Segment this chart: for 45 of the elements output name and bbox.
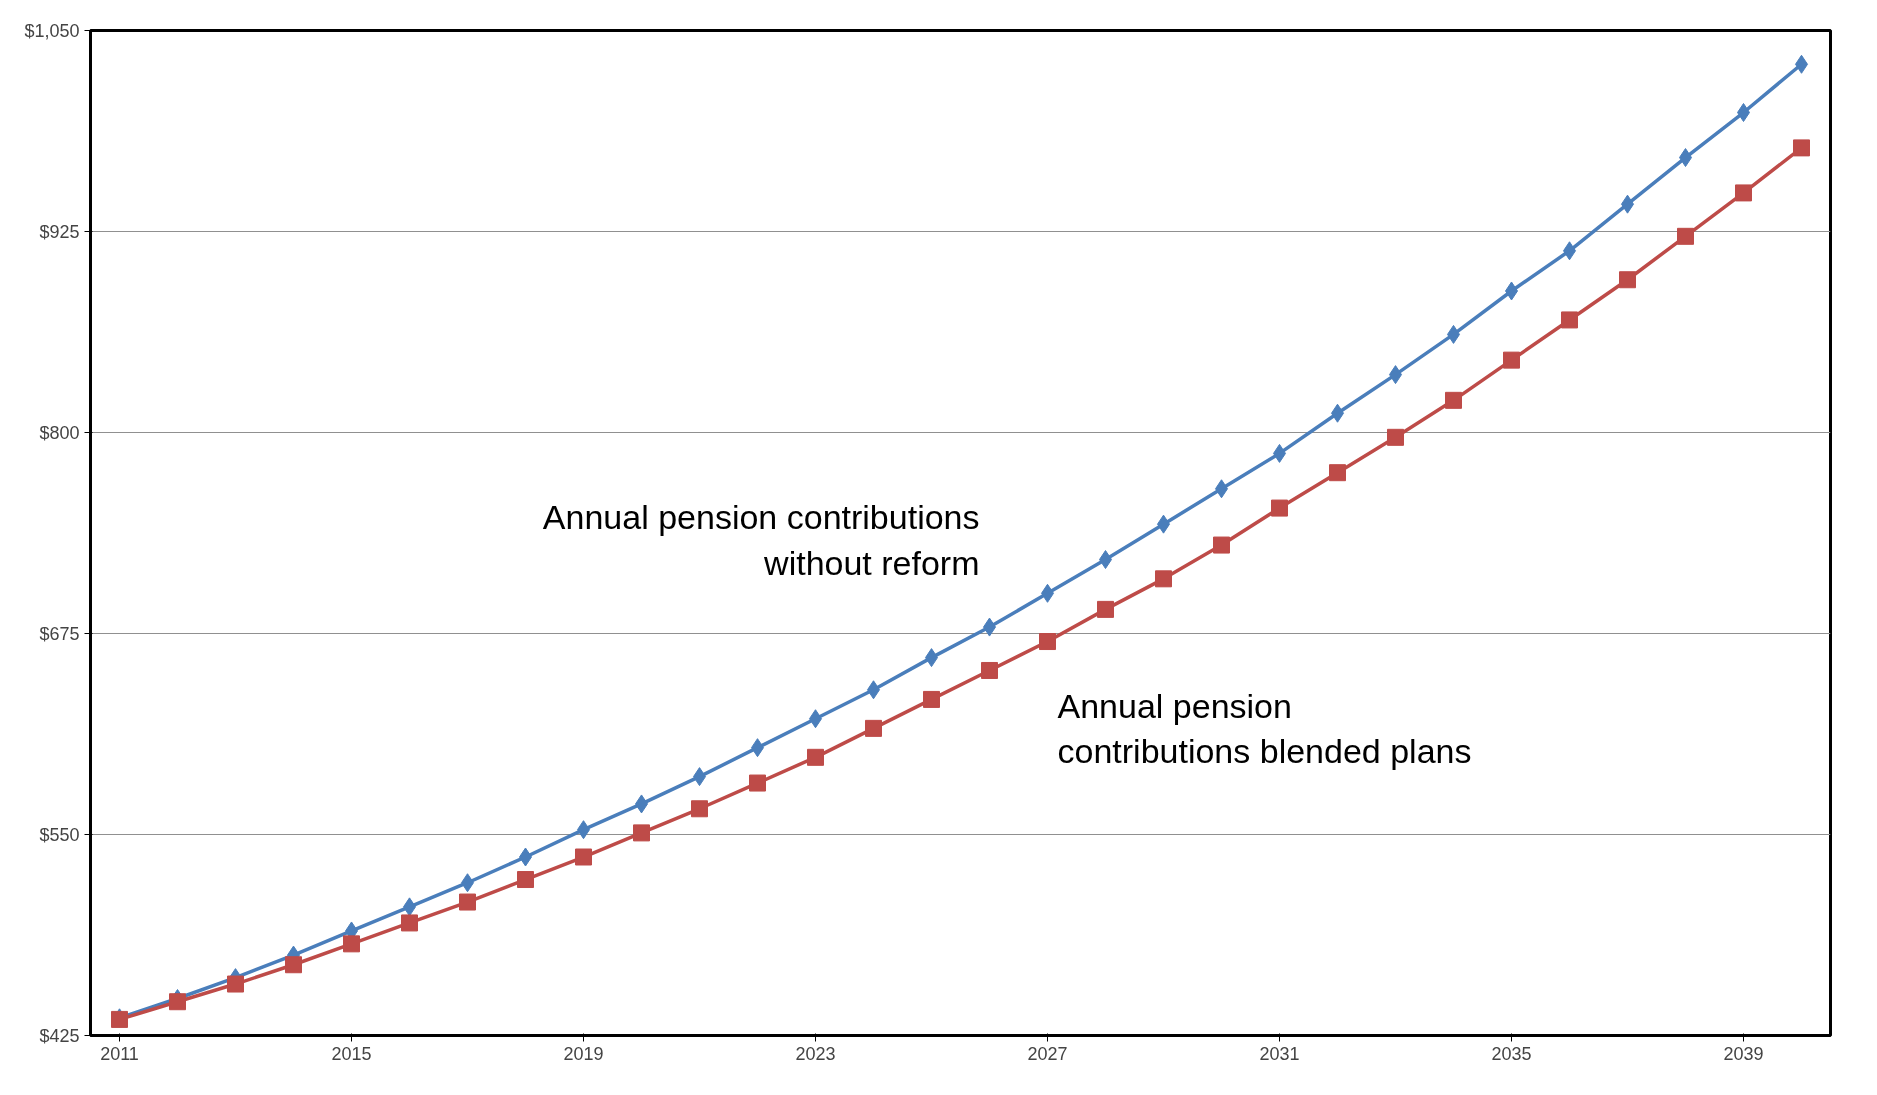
- series-label: Annual pension contributions blended plans: [1057, 686, 1472, 771]
- x-tick-label: 2023: [795, 1043, 836, 1064]
- y-tick-label: $800: [39, 422, 80, 443]
- point: [923, 690, 940, 708]
- y-tick-label: $925: [39, 221, 80, 242]
- point: [169, 993, 186, 1011]
- point: [1619, 271, 1636, 289]
- point: [749, 774, 766, 792]
- point: [1735, 184, 1752, 202]
- x-tick-label: 2035: [1491, 1043, 1532, 1064]
- point: [807, 748, 824, 766]
- point: [1097, 600, 1114, 618]
- point: [343, 935, 360, 953]
- x-tick-label: 2027: [1027, 1043, 1068, 1064]
- point: [1039, 633, 1056, 651]
- x-tick-label: 2015: [331, 1043, 372, 1064]
- point: [865, 719, 882, 737]
- point: [227, 975, 244, 993]
- point: [285, 956, 302, 974]
- series-label: Annual pension contributions without reform: [542, 498, 980, 583]
- point: [1271, 499, 1288, 517]
- point: [1155, 570, 1172, 588]
- y-tick-label: $425: [39, 1025, 80, 1046]
- point: [517, 871, 534, 889]
- x-tick-label: 2039: [1723, 1043, 1764, 1064]
- y-tick-label: $550: [39, 824, 80, 845]
- point: [459, 893, 476, 911]
- point: [1793, 139, 1810, 157]
- point: [691, 800, 708, 818]
- y-tick-label: $675: [39, 623, 80, 644]
- point: [1387, 428, 1404, 446]
- point: [633, 824, 650, 842]
- x-tick-label: 2031: [1259, 1043, 1300, 1064]
- point: [1503, 351, 1520, 369]
- x-tick-label: 2011: [100, 1043, 139, 1064]
- x-tick-label: 2019: [563, 1043, 604, 1064]
- point: [401, 914, 418, 932]
- y-tick-label: $1,050: [24, 20, 80, 41]
- point: [1213, 536, 1230, 554]
- point: [981, 661, 998, 679]
- point: [575, 848, 592, 866]
- point: [1561, 311, 1578, 329]
- point: [1329, 464, 1346, 482]
- point: [1445, 391, 1462, 409]
- point: [1677, 227, 1694, 245]
